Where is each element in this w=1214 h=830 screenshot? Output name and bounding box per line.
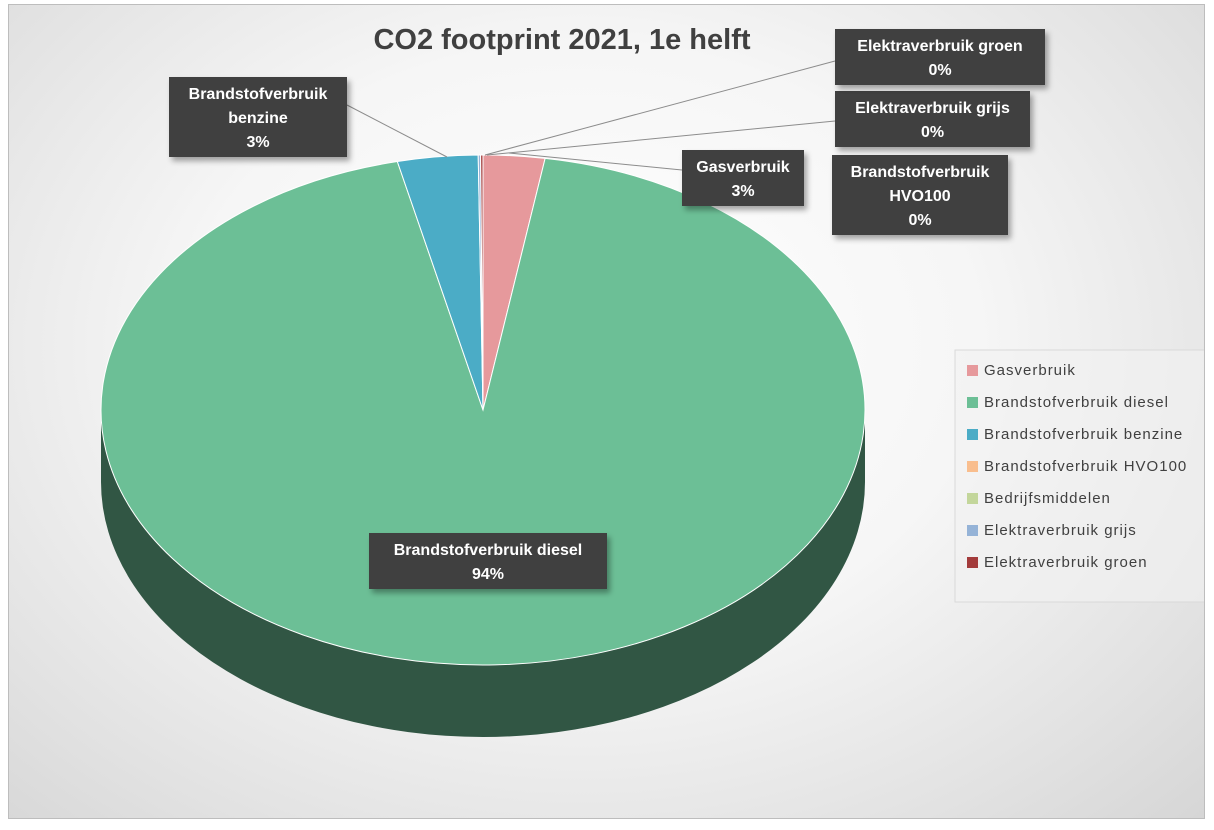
data-label-box	[835, 29, 1045, 85]
data-label-name: Elektraverbruik groen	[857, 38, 1022, 55]
legend-label: Elektraverbruik groen	[984, 554, 1148, 571]
data-label-percent: 3%	[731, 183, 754, 200]
chart-title: CO2 footprint 2021, 1e helft	[373, 24, 750, 56]
legend-label: Brandstofverbruik benzine	[984, 426, 1183, 443]
data-labels: Gasverbruik 3% Brandstofverbruik diesel 94%…	[169, 29, 1045, 589]
data-label-elektraverbruik-groen: Elektraverbruik groen 0%	[835, 29, 1045, 85]
legend-swatch	[967, 557, 978, 568]
data-label-brandstofverbruik-hvo100: Brandstofverbruik HVO100 0%	[832, 155, 1008, 235]
data-label-name: Gasverbruik	[696, 159, 789, 176]
chart-area: CO2 footprint 2021, 1e helft Gasverbruik…	[8, 4, 1205, 819]
leader-line-gasverbruik	[508, 152, 683, 171]
data-label-name: Brandstofverbruik	[851, 164, 990, 181]
pie-slice-brandstofverbruik-diesel	[100, 157, 866, 666]
legend-item-bedrijfsmiddelen: Bedrijfsmiddelen	[967, 490, 1111, 507]
legend-item-elektraverbruik-groen: Elektraverbruik groen	[967, 554, 1148, 571]
legend-swatch	[967, 525, 978, 536]
legend-swatch	[967, 365, 978, 376]
legend-label: Elektraverbruik grijs	[984, 522, 1137, 539]
data-label-elektraverbruik-grijs: Elektraverbruik grijs 0%	[835, 91, 1030, 147]
data-label-name: Elektraverbruik grijs	[855, 100, 1010, 117]
pie-side-brandstofverbruik-diesel	[101, 410, 865, 737]
legend-swatch	[967, 493, 978, 504]
pie-chart: CO2 footprint 2021, 1e helft Gasverbruik…	[100, 24, 1204, 737]
data-label-percent: 0%	[908, 212, 931, 229]
legend-swatch	[967, 429, 978, 440]
data-label-percent: 3%	[246, 134, 269, 151]
pie-slice-elektraverbruik-groen	[480, 154, 484, 411]
legend-item-brandstofverbruik-hvo100: Brandstofverbruik HVO100	[967, 458, 1187, 475]
legend-item-elektraverbruik-grijs: Elektraverbruik grijs	[967, 522, 1137, 539]
legend-label: Gasverbruik	[984, 362, 1076, 379]
data-label-name: Brandstofverbruik	[189, 86, 328, 103]
legend-box	[954, 349, 1204, 603]
legend-label: Brandstofverbruik HVO100	[984, 458, 1187, 475]
data-label-name: Brandstofverbruik diesel	[394, 542, 583, 559]
data-label-box	[835, 91, 1030, 147]
leader-lines	[346, 60, 836, 171]
legend: Gasverbruik Brandstofverbruik diesel Brand…	[954, 349, 1204, 603]
data-label-box	[832, 155, 1008, 235]
legend-item-gasverbruik: Gasverbruik	[967, 362, 1076, 379]
data-label-percent: 94%	[472, 566, 504, 583]
legend-item-brandstofverbruik-diesel: Brandstofverbruik diesel	[967, 394, 1169, 411]
data-label-name: HVO100	[889, 188, 950, 205]
data-label-box	[369, 533, 607, 589]
data-label-box	[682, 150, 804, 206]
pie-depth	[101, 410, 865, 737]
data-label-gasverbruik: Gasverbruik 3%	[682, 150, 804, 206]
legend-label: Brandstofverbruik diesel	[984, 394, 1169, 411]
data-label-name: benzine	[228, 110, 288, 127]
pie-slices	[100, 154, 866, 666]
legend-item-brandstofverbruik-benzine: Brandstofverbruik benzine	[967, 426, 1183, 443]
legend-swatch	[967, 397, 978, 408]
data-label-brandstofverbruik-benzine: Brandstofverbruik benzine 3%	[169, 77, 347, 157]
leader-line-brandstofverbruik-benzine	[346, 104, 448, 158]
data-label-percent: 0%	[921, 124, 944, 141]
leader-line-elektraverbruik-groen	[484, 60, 836, 156]
legend-swatch	[967, 461, 978, 472]
leader-line-elektraverbruik-grijs	[486, 120, 836, 156]
data-label-brandstofverbruik-diesel: Brandstofverbruik diesel 94%	[369, 533, 607, 589]
data-label-box	[169, 77, 347, 157]
legend-label: Bedrijfsmiddelen	[984, 490, 1111, 507]
data-label-percent: 0%	[928, 62, 951, 79]
